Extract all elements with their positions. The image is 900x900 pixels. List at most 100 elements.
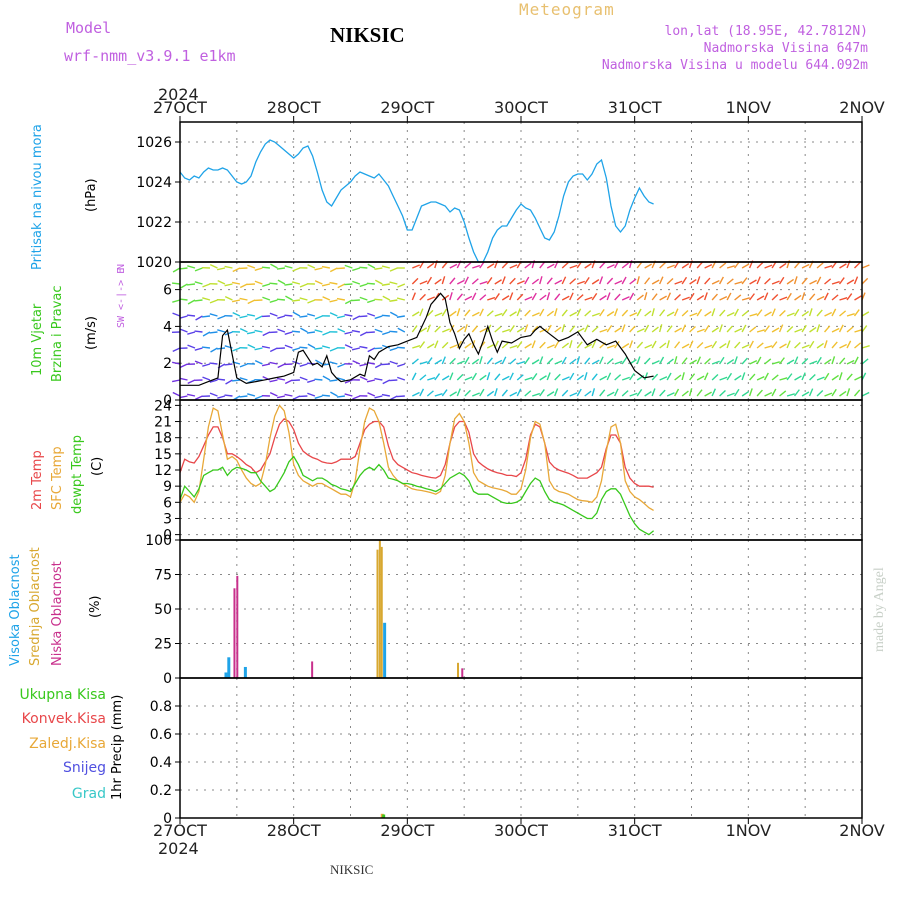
wind-barb bbox=[487, 296, 496, 301]
wind-barb bbox=[239, 283, 248, 289]
wind-barb bbox=[576, 280, 586, 285]
wind-barb bbox=[659, 389, 666, 397]
time-label-bottom: 2NOV bbox=[839, 821, 884, 840]
wind-barb bbox=[838, 324, 844, 333]
wind-barb bbox=[344, 393, 353, 397]
wind-barb bbox=[442, 328, 450, 333]
wind-barb bbox=[336, 315, 346, 319]
wind-barb bbox=[202, 283, 211, 288]
wind-barb bbox=[464, 389, 471, 397]
wind-barb bbox=[426, 309, 434, 317]
wind-barb bbox=[239, 297, 248, 301]
wind-barb bbox=[569, 340, 573, 349]
wind-barb bbox=[441, 341, 449, 349]
wind-barb bbox=[696, 276, 701, 285]
wind-barb bbox=[194, 360, 203, 365]
wind-barb bbox=[186, 314, 196, 317]
wind-barb bbox=[606, 391, 615, 397]
wind-barb bbox=[666, 340, 670, 349]
wind-barb bbox=[314, 329, 323, 333]
time-label-bottom: 27OCT bbox=[153, 821, 207, 840]
precip-ytick-label: 0.4 bbox=[150, 755, 172, 771]
wind-barb bbox=[254, 329, 263, 333]
wind-barb bbox=[359, 331, 368, 337]
wind-barb bbox=[711, 388, 717, 397]
cloud-bar bbox=[311, 661, 314, 678]
time-label-bottom: 28OCT bbox=[267, 821, 321, 840]
wind-barb bbox=[471, 372, 478, 381]
wind-barb bbox=[539, 375, 547, 381]
wind-barb bbox=[711, 326, 720, 333]
wind-barb bbox=[569, 392, 578, 397]
wind-barb bbox=[561, 376, 570, 381]
wind-barb bbox=[591, 359, 600, 365]
wind-barb bbox=[419, 360, 428, 365]
wind-barb bbox=[397, 363, 406, 368]
wind-barb bbox=[321, 394, 330, 397]
temperature-ytick-label: 0 bbox=[163, 528, 172, 544]
wind-barb bbox=[472, 264, 481, 269]
wind-barb bbox=[561, 342, 570, 349]
wind-barb bbox=[441, 261, 448, 269]
wind-barb bbox=[696, 342, 704, 349]
wind-barb bbox=[591, 373, 598, 381]
wind-barb bbox=[494, 293, 500, 301]
wind-barb bbox=[337, 363, 346, 368]
wind-barb bbox=[501, 375, 510, 381]
wind-barb bbox=[786, 292, 792, 301]
wind-barb bbox=[531, 278, 540, 285]
wind-barb bbox=[809, 360, 818, 365]
wind-barb bbox=[539, 308, 545, 317]
wind-barb bbox=[689, 312, 698, 317]
wind-barb bbox=[516, 280, 525, 285]
wind-barb bbox=[479, 280, 488, 285]
wind-barb bbox=[741, 343, 750, 349]
wind-barb bbox=[501, 276, 506, 285]
wind-barb bbox=[606, 264, 615, 269]
wind-barb bbox=[374, 279, 383, 285]
wind-barb bbox=[599, 308, 605, 317]
wind-barb bbox=[561, 276, 567, 285]
wind-barb bbox=[816, 389, 824, 397]
time-label-bottom: 31OCT bbox=[608, 821, 662, 840]
wind-barb bbox=[217, 329, 226, 333]
wind-barb bbox=[217, 315, 226, 320]
wind-barb bbox=[321, 265, 331, 269]
wind-barb bbox=[824, 264, 833, 269]
pressure-series-line bbox=[179, 139, 654, 263]
wind-barb bbox=[202, 376, 211, 381]
wind-barb bbox=[171, 282, 181, 285]
wind-barb bbox=[381, 283, 390, 286]
wind-barb bbox=[217, 395, 226, 399]
wind-barb bbox=[179, 363, 188, 369]
wind-barb bbox=[816, 356, 822, 365]
wind-barb bbox=[202, 297, 211, 301]
cloud-bar bbox=[227, 657, 231, 678]
wind-barb bbox=[389, 267, 398, 272]
wind-barb bbox=[411, 292, 416, 301]
wind-barb bbox=[434, 392, 443, 397]
wind-barb bbox=[614, 293, 621, 301]
wind-barb bbox=[554, 326, 562, 333]
wind-barb bbox=[734, 327, 743, 333]
wind-barb bbox=[172, 391, 181, 397]
wind-barb bbox=[599, 276, 604, 285]
wind-barb bbox=[434, 373, 441, 381]
wind-barb bbox=[703, 372, 709, 381]
wind-barb bbox=[434, 312, 443, 317]
wind-barb bbox=[486, 263, 495, 269]
wind-barb bbox=[539, 276, 543, 285]
wind-barb bbox=[479, 388, 485, 397]
wind-barb bbox=[299, 376, 308, 381]
wind-barb bbox=[396, 395, 405, 398]
wind-barb bbox=[457, 360, 465, 365]
wind-barb bbox=[561, 389, 569, 397]
wind-barb bbox=[794, 294, 802, 301]
wind-barb bbox=[472, 392, 480, 397]
wind-barb bbox=[719, 295, 728, 301]
wind-barb bbox=[636, 294, 644, 301]
wind-barb bbox=[839, 343, 848, 349]
wind-barb bbox=[224, 363, 233, 366]
wind-barb bbox=[854, 261, 861, 269]
wind-barb bbox=[231, 299, 241, 303]
